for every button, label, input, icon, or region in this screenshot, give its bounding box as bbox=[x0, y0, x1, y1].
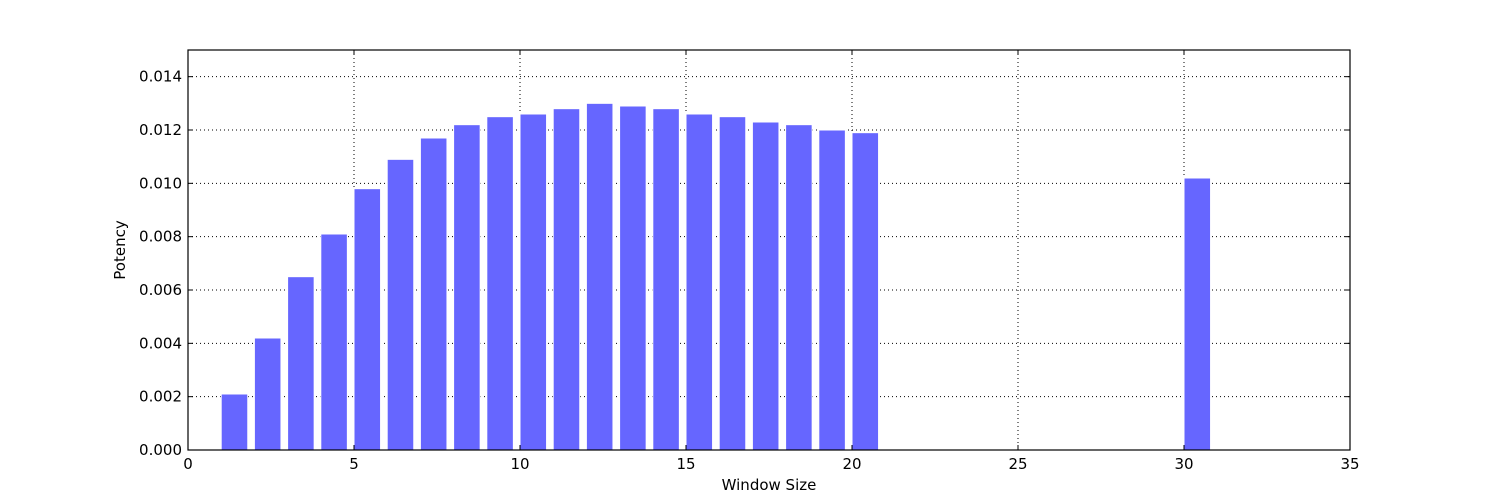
bar-18 bbox=[785, 124, 813, 451]
bar-16 bbox=[718, 116, 747, 451]
bar-2 bbox=[253, 337, 282, 451]
x-tick-label: 35 bbox=[1340, 455, 1359, 473]
x-axis-label: Window Size bbox=[722, 476, 817, 494]
bar-14 bbox=[652, 108, 680, 451]
bar-6 bbox=[386, 158, 415, 451]
tick-labels: 0 5 10 15 20 25 30 35 0.000 0.002 0.004 0.006 0.008 0… bbox=[139, 68, 1360, 473]
y-tick-label: 0.008 bbox=[139, 228, 182, 246]
y-tick-label: 0.010 bbox=[139, 174, 182, 192]
bar-1 bbox=[220, 393, 249, 451]
plot-frame bbox=[187, 49, 1351, 451]
x-tick-label: 20 bbox=[842, 455, 861, 473]
x-tick-label: 15 bbox=[676, 455, 695, 473]
x-tick-label: 25 bbox=[1008, 455, 1027, 473]
y-tick-label: 0.012 bbox=[139, 121, 182, 139]
bar-10 bbox=[519, 113, 548, 451]
x-tick-label: 0 bbox=[183, 455, 193, 473]
bar-13 bbox=[619, 105, 647, 451]
bar-7 bbox=[419, 137, 448, 451]
bar-8 bbox=[453, 124, 481, 451]
y-tick-label: 0.014 bbox=[139, 68, 182, 86]
y-tick-label: 0.004 bbox=[139, 334, 182, 352]
y-axis-label: Potency bbox=[111, 220, 129, 280]
bar-12 bbox=[585, 102, 614, 451]
bar-20 bbox=[851, 132, 880, 451]
y-tick-label: 0.006 bbox=[139, 281, 182, 299]
bar-30 bbox=[1183, 177, 1212, 451]
bar-17 bbox=[751, 121, 780, 451]
x-tick-label: 10 bbox=[510, 455, 529, 473]
bar-9 bbox=[486, 116, 514, 451]
x-tick-label: 5 bbox=[349, 455, 359, 473]
bar-15 bbox=[685, 113, 714, 451]
x-tick-label: 30 bbox=[1174, 455, 1193, 473]
bar-3 bbox=[287, 276, 315, 451]
y-tick-label: 0.002 bbox=[139, 388, 182, 406]
y-tick-label: 0.000 bbox=[139, 441, 182, 459]
bar-4 bbox=[320, 233, 348, 451]
bar-11 bbox=[552, 108, 581, 451]
bars bbox=[220, 102, 1212, 451]
bar-19 bbox=[818, 129, 846, 451]
bar-5 bbox=[353, 188, 382, 451]
